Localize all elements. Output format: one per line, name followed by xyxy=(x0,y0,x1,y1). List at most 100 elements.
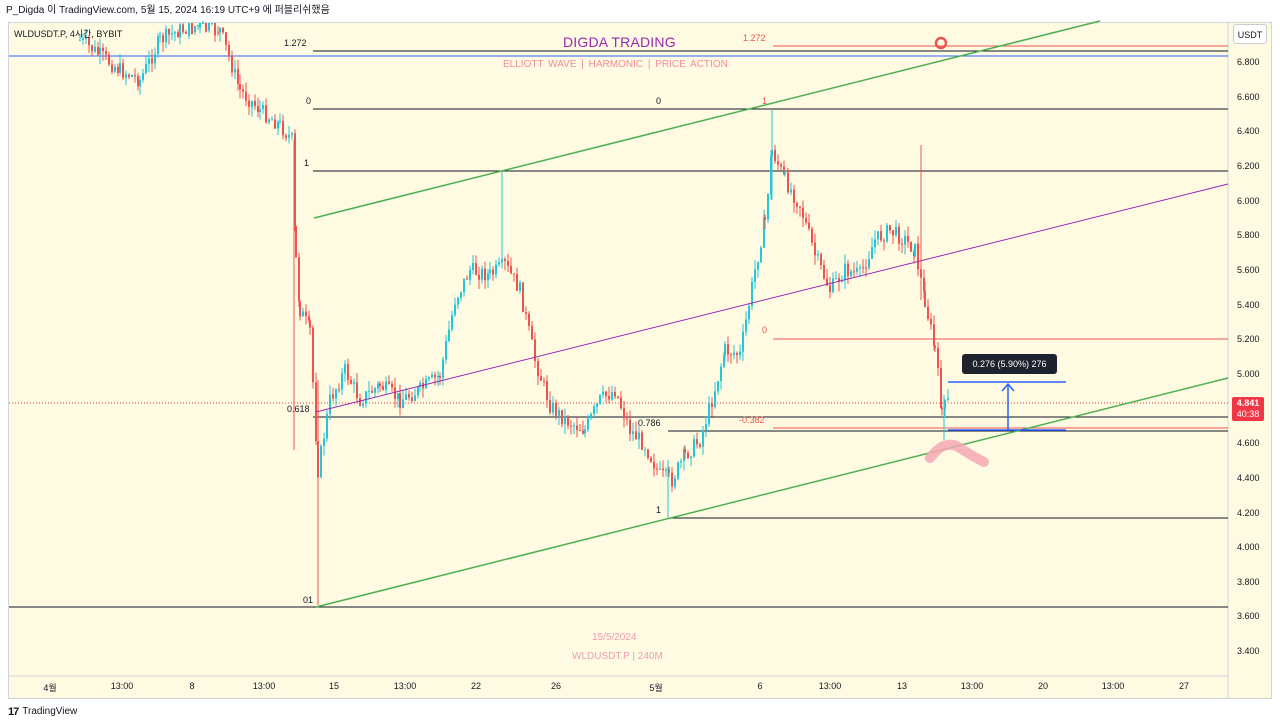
candle-body xyxy=(904,236,906,245)
candle-body xyxy=(274,119,276,129)
candle-body xyxy=(874,239,876,248)
candle-body xyxy=(277,121,279,129)
channel-upper-line[interactable] xyxy=(313,20,1101,219)
candle-body xyxy=(787,172,789,193)
candle-body xyxy=(344,363,346,374)
candle-body xyxy=(811,228,813,243)
candle-body xyxy=(720,366,722,381)
overlay-subtitle: ELLIOTT WAVE | HARMONIC | PRICE ACTION xyxy=(503,59,728,70)
candle-body xyxy=(128,74,130,77)
time-tick-label: 13:00 xyxy=(252,681,276,691)
candle-body xyxy=(877,231,879,240)
price-tick-label: 5.200 xyxy=(1237,334,1260,344)
candle-body xyxy=(644,449,646,451)
candle-body xyxy=(323,438,325,446)
candle-body xyxy=(145,63,147,74)
candle-body xyxy=(820,254,822,265)
candle-body xyxy=(388,381,390,384)
fib-red-label-1272: 1.272 xyxy=(743,33,766,43)
highlight-brush-mark xyxy=(925,439,989,467)
candle-body xyxy=(754,269,756,282)
candle-body xyxy=(262,105,264,110)
candle-body xyxy=(567,417,569,426)
candle-body xyxy=(391,383,393,388)
candle-body xyxy=(724,344,726,355)
candle-body xyxy=(134,75,136,77)
candle-body xyxy=(119,63,121,73)
candle-body xyxy=(684,448,686,453)
candle-body xyxy=(626,418,628,420)
candle-body xyxy=(519,282,521,291)
candle-body xyxy=(924,291,926,307)
candle-body xyxy=(460,292,462,298)
candle-body xyxy=(259,109,261,113)
candle-body xyxy=(469,269,471,280)
candle-body xyxy=(739,351,741,356)
candle-body xyxy=(937,347,939,368)
candle-body xyxy=(279,120,281,122)
channel-mid-line[interactable] xyxy=(315,183,1229,413)
time-tick-label: 4월 xyxy=(43,683,57,693)
candle-body xyxy=(305,311,307,317)
fib-label-01: 01 xyxy=(303,595,314,605)
candle-body xyxy=(268,119,270,123)
candle-body xyxy=(411,397,413,402)
candle-body xyxy=(368,390,370,392)
watermark-date: 15/5/2024 xyxy=(592,632,637,643)
candle-body xyxy=(434,374,436,378)
channel-lower-line[interactable] xyxy=(315,377,1229,608)
fib-label-0618: 0.618 xyxy=(287,404,310,414)
candle-body xyxy=(208,23,210,31)
candle-body xyxy=(790,189,792,193)
candle-body xyxy=(97,47,99,55)
candle-body xyxy=(338,389,340,391)
candles-series[interactable] xyxy=(79,20,949,605)
candle-body xyxy=(546,381,548,401)
time-tick-label: 20 xyxy=(1037,681,1049,691)
target-circle-icon[interactable] xyxy=(934,36,948,50)
candle-body xyxy=(690,456,692,458)
candle-body xyxy=(454,304,456,315)
candle-body xyxy=(917,243,919,270)
candle-body xyxy=(312,327,314,383)
candle-body xyxy=(399,393,401,408)
candle-body xyxy=(402,399,404,408)
candle-body xyxy=(717,380,719,392)
candle-body xyxy=(838,278,840,282)
symbol-label[interactable]: WLDUSDT.P, 4시간, BYBIT xyxy=(14,29,123,39)
candle-body xyxy=(635,431,637,440)
candle-body xyxy=(237,68,239,84)
time-tick-label: 13:00 xyxy=(818,681,842,691)
candle-body xyxy=(714,391,716,407)
candle-body xyxy=(793,189,795,203)
candle-body xyxy=(326,413,328,439)
candle-body xyxy=(650,457,652,462)
candle-body xyxy=(933,324,935,346)
candle-body xyxy=(382,386,384,390)
candle-body xyxy=(254,101,256,106)
fib-label-mid-0: 0 xyxy=(656,96,662,106)
candle-body xyxy=(826,278,828,286)
chart-pane[interactable] xyxy=(8,22,1272,699)
candle-body xyxy=(910,241,912,252)
current-price-badge: 4.841 40:38 xyxy=(1232,397,1264,421)
candle-body xyxy=(171,33,173,35)
candle-body xyxy=(211,23,213,24)
candle-body xyxy=(683,448,685,462)
candle-body xyxy=(859,267,861,269)
fib-label-top-1: 1 xyxy=(762,96,768,106)
candle-body xyxy=(197,25,199,27)
tradingview-logo[interactable]: 17 TradingView xyxy=(8,705,77,719)
candle-body xyxy=(122,63,124,78)
price-tick-label: 4.000 xyxy=(1237,542,1260,552)
candle-body xyxy=(329,394,331,414)
candle-body xyxy=(510,265,512,274)
time-tick-label: 26 xyxy=(550,681,562,691)
unit-selector[interactable]: USDT xyxy=(1233,24,1267,44)
candle-body xyxy=(659,468,661,470)
candle-body xyxy=(308,316,310,321)
candle-body xyxy=(219,27,221,33)
candle-body xyxy=(371,390,373,393)
candle-body xyxy=(665,469,667,471)
